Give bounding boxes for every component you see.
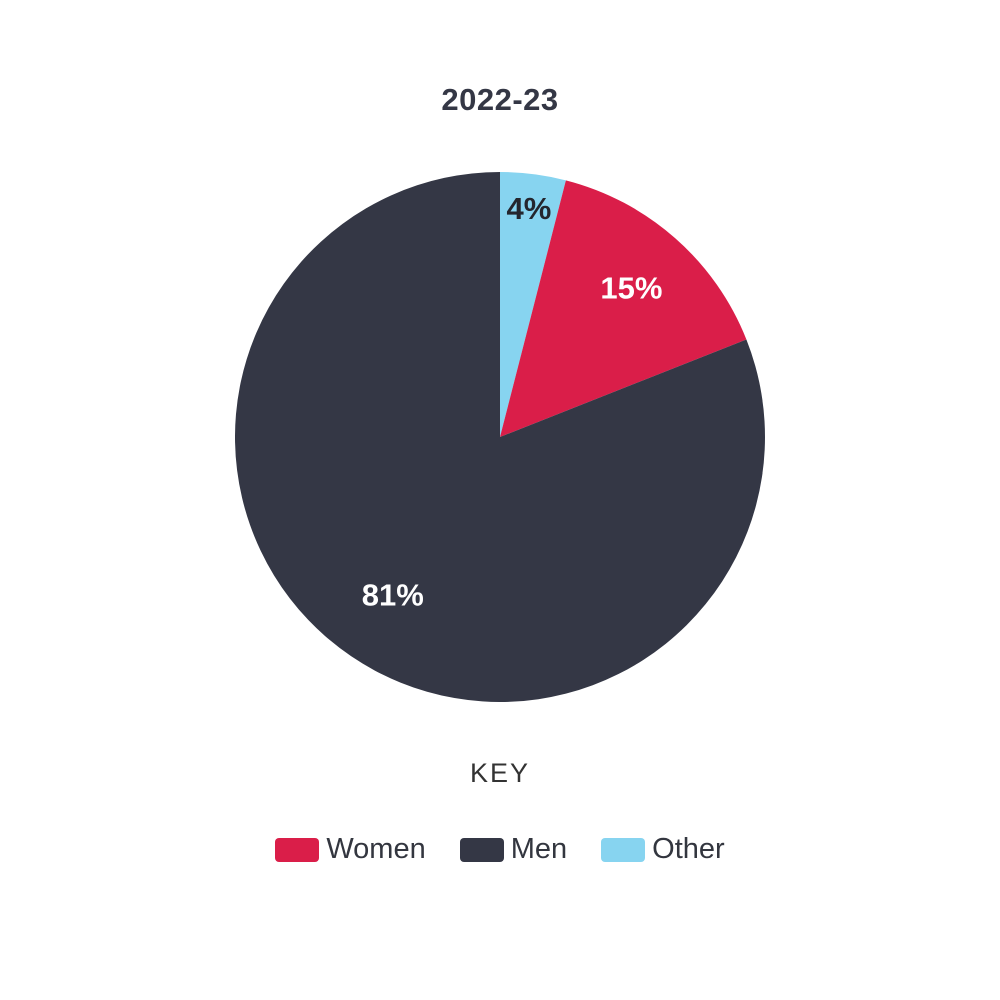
pie-slice-label-men: 81%: [362, 577, 424, 612]
legend-label-women: Women: [326, 833, 426, 865]
pie-slice-men: [235, 172, 765, 702]
pie-chart: 4% 15% 81%: [235, 172, 765, 702]
pie-slice-women: [500, 180, 747, 437]
legend-swatch-other: [601, 837, 646, 862]
pie-slice-label-other: 4%: [506, 191, 551, 226]
legend-item-other: Other: [601, 833, 725, 866]
chart-title: 2022-23: [441, 82, 559, 117]
legend: Women Men Other: [0, 833, 1000, 866]
legend-item-women: Women: [275, 833, 426, 866]
legend-heading: KEY: [469, 758, 531, 788]
legend-swatch-women: [275, 837, 320, 862]
legend-label-men: Men: [510, 833, 568, 865]
legend-item-men: Men: [459, 833, 568, 866]
pie-slice-label-women: 15%: [600, 270, 662, 305]
legend-label-other: Other: [652, 833, 725, 865]
legend-swatch-men: [459, 837, 504, 862]
pie-slice-other: [500, 172, 566, 437]
